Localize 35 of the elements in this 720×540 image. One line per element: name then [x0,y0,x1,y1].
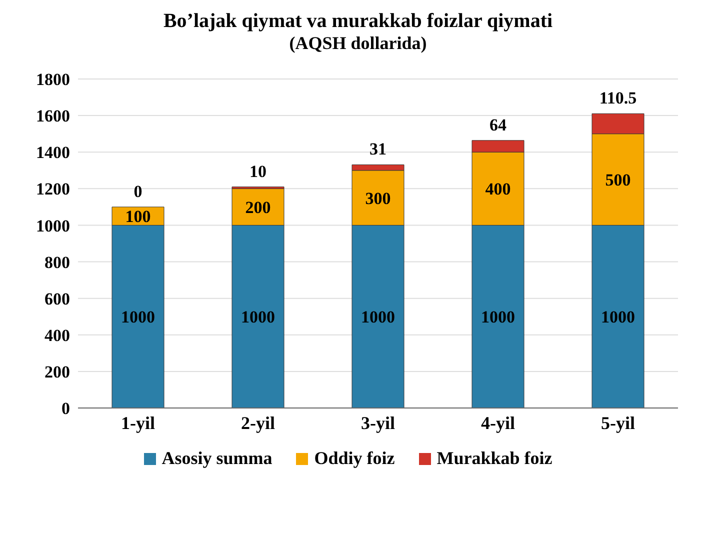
y-tick-label: 600 [44,289,70,308]
y-tick-label: 1400 [36,143,70,162]
y-tick-label: 200 [44,362,70,382]
data-label: 400 [485,180,511,199]
data-label: 31 [370,140,386,159]
x-tick-label: 1-yil [121,412,155,433]
data-label: 500 [605,170,631,190]
data-label: 100 [125,207,151,226]
y-tick-label: 0 [62,399,70,418]
legend-label: Oddiy foiz [314,448,395,469]
y-tick-label: 1200 [36,180,70,199]
data-label: 1000 [121,308,155,327]
x-tick-label: 5-yil [601,412,635,433]
data-label: 1000 [241,308,275,327]
data-label: 10 [250,162,266,181]
x-tick-label: 2-yil [241,412,275,433]
data-label: 0 [134,182,142,201]
y-tick-label: 1000 [36,216,70,236]
chart-title: Bo’lajak qiymat va murakkab foizlar qiymati [162,10,554,33]
data-label: 1000 [361,308,395,327]
x-tick-label: 4-yil [481,412,515,433]
x-tick-label: 3-yil [361,412,395,433]
legend-label: Asosiy summa [162,448,272,469]
data-label: 1000 [601,308,635,327]
legend-label: Murakkab foiz [436,448,552,469]
chart-subtitle: (AQSH dollarida) [288,33,428,54]
y-tick-label: 800 [44,252,70,272]
data-label: 1000 [481,308,515,327]
y-tick-label: 400 [44,326,70,345]
data-label: 110.5 [599,88,637,108]
data-label: 300 [365,188,391,208]
y-tick-label: 1800 [36,70,70,90]
y-tick-label: 1600 [36,106,70,126]
data-label: 64 [490,115,507,134]
data-label: 200 [245,198,271,217]
